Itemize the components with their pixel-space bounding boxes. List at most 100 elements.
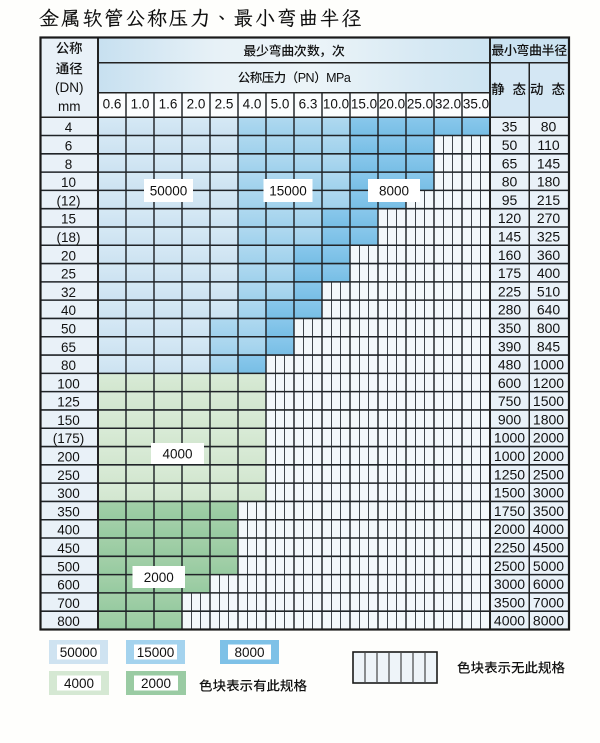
svg-text:mm: mm [58,99,81,114]
svg-text:325: 325 [537,228,561,244]
svg-text:215: 215 [537,192,561,208]
svg-text:2.0: 2.0 [187,97,206,112]
svg-text:600: 600 [498,375,522,391]
svg-text:15000: 15000 [137,645,175,660]
svg-text:145: 145 [537,155,561,171]
svg-text:180: 180 [537,174,561,190]
svg-text:3000: 3000 [494,576,525,592]
svg-text:50000: 50000 [60,645,98,660]
svg-text:845: 845 [537,338,561,354]
svg-text:(175): (175) [53,431,85,446]
svg-text:公称: 公称 [56,37,83,57]
svg-text:200: 200 [57,450,80,465]
svg-text:300: 300 [57,486,80,501]
svg-text:7000: 7000 [533,594,564,610]
svg-text:32: 32 [61,285,76,300]
svg-text:2000: 2000 [141,676,171,691]
svg-text:15.0: 15.0 [351,97,377,112]
svg-text:0.6: 0.6 [103,97,122,112]
svg-text:20.0: 20.0 [379,97,405,112]
svg-text:8000: 8000 [379,183,409,198]
svg-text:2000: 2000 [533,448,564,464]
svg-text:(18): (18) [57,230,81,245]
svg-text:通径: 通径 [56,58,83,78]
svg-text:公称压力（PN）MPa: 公称压力（PN）MPa [238,67,351,86]
svg-text:2000: 2000 [533,430,564,446]
svg-text:32.0: 32.0 [435,97,461,112]
svg-text:2000: 2000 [494,521,525,537]
svg-text:1500: 1500 [533,393,564,409]
svg-text:280: 280 [498,302,522,318]
svg-text:4000: 4000 [533,521,564,537]
svg-text:225: 225 [498,283,522,299]
svg-text:480: 480 [498,357,522,373]
svg-text:10.0: 10.0 [323,97,349,112]
svg-text:35: 35 [502,119,518,135]
svg-text:3500: 3500 [494,594,525,610]
svg-text:1800: 1800 [533,411,564,427]
svg-text:900: 900 [498,411,522,427]
svg-text:120: 120 [498,210,522,226]
svg-text:(DN): (DN) [55,80,84,95]
svg-text:4: 4 [65,120,73,135]
svg-text:65: 65 [61,340,76,355]
svg-text:(12): (12) [57,193,81,208]
svg-text:2500: 2500 [533,466,564,482]
svg-text:2250: 2250 [494,540,525,556]
svg-text:50: 50 [61,321,76,336]
svg-text:2000: 2000 [144,570,174,585]
svg-text:15: 15 [61,212,76,227]
svg-text:95: 95 [502,192,518,208]
svg-text:400: 400 [57,523,80,538]
svg-text:100: 100 [57,376,80,391]
svg-text:350: 350 [57,504,80,519]
svg-text:110: 110 [537,137,560,153]
svg-text:1.6: 1.6 [159,97,178,112]
svg-text:35.0: 35.0 [463,97,489,112]
svg-text:270: 270 [537,210,561,226]
svg-text:3000: 3000 [533,485,564,501]
svg-text:700: 700 [57,596,80,611]
svg-text:360: 360 [537,247,561,263]
svg-text:350: 350 [498,320,522,336]
svg-text:80: 80 [541,119,557,135]
svg-text:4500: 4500 [533,540,564,556]
svg-text:6.3: 6.3 [299,97,318,112]
svg-text:4000: 4000 [162,446,192,461]
svg-text:150: 150 [57,413,80,428]
svg-text:1750: 1750 [494,503,525,519]
svg-text:1500: 1500 [494,485,525,501]
svg-text:10: 10 [61,175,76,190]
svg-text:800: 800 [537,320,561,336]
svg-text:20: 20 [61,248,76,263]
svg-text:390: 390 [498,338,522,354]
svg-text:25.0: 25.0 [407,97,433,112]
svg-text:色块表示有此规格: 色块表示有此规格 [199,675,307,695]
svg-text:1000: 1000 [533,357,564,373]
svg-text:750: 750 [498,393,522,409]
svg-text:1000: 1000 [494,448,525,464]
svg-text:450: 450 [57,541,80,556]
svg-text:4000: 4000 [64,676,94,691]
svg-text:125: 125 [57,395,80,410]
svg-text:8: 8 [65,157,73,172]
svg-text:动 态: 动 态 [530,78,567,98]
svg-text:3500: 3500 [533,503,564,519]
svg-text:1.0: 1.0 [131,97,150,112]
svg-text:静 态: 静 态 [491,78,528,98]
svg-text:4000: 4000 [494,613,525,629]
svg-text:最小弯曲半径: 最小弯曲半径 [491,40,567,59]
svg-text:5.0: 5.0 [271,97,290,112]
svg-text:6000: 6000 [533,576,564,592]
svg-text:40: 40 [61,303,76,318]
svg-text:500: 500 [57,559,80,574]
svg-text:250: 250 [57,468,80,483]
svg-text:2500: 2500 [494,558,525,574]
svg-text:1200: 1200 [533,375,564,391]
svg-text:65: 65 [502,155,518,171]
svg-text:8000: 8000 [533,613,564,629]
svg-text:4.0: 4.0 [243,97,262,112]
svg-text:6: 6 [65,139,73,154]
svg-text:8000: 8000 [234,645,264,660]
svg-text:色块表示无此规格: 色块表示无此规格 [457,657,565,677]
